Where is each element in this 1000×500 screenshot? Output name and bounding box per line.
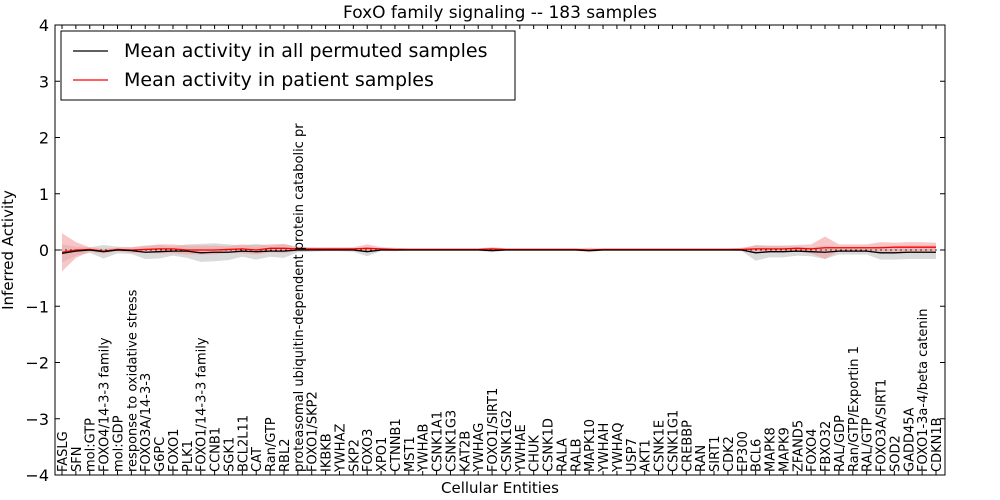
category-label: CCNB1 xyxy=(209,427,224,472)
legend-entry-permuted: Mean activity in all permuted samples xyxy=(124,40,487,62)
category-label: YWHAQ xyxy=(611,423,626,473)
legend: Mean activity in all permuted samples Me… xyxy=(60,30,516,101)
y-tick-label: 3 xyxy=(39,72,49,91)
category-label: SGK1 xyxy=(222,437,237,472)
category-label: SKP2 xyxy=(347,439,362,472)
category-label: MST1 xyxy=(403,436,418,472)
category-label: CSNK1A1 xyxy=(431,411,446,472)
category-label: CSNK1E xyxy=(653,420,668,472)
category-label: mol:GDP xyxy=(111,415,126,472)
category-label: response to oxidative stress xyxy=(125,289,140,472)
category-label: CDK2 xyxy=(722,436,737,472)
chart-title: FoxO family signaling -- 183 samples xyxy=(343,3,657,23)
y-tick-label: 2 xyxy=(39,129,49,148)
category-label: FOXO1/14-3-3 family xyxy=(195,337,210,472)
category-label: FOXO3A/SIRT1 xyxy=(875,379,890,472)
category-label: Ran/GTP xyxy=(264,417,279,472)
category-label: SOD2 xyxy=(888,435,903,472)
category-label: CSNK1G1 xyxy=(666,410,681,472)
category-label: MAPK10 xyxy=(583,419,598,472)
category-label: FOXO4/14-3-3 family xyxy=(98,337,113,472)
category-label: ZFAND5 xyxy=(791,420,806,472)
category-label: FBXO32 xyxy=(819,421,834,472)
category-label: G6PC xyxy=(153,437,168,472)
category-label: SIRT1 xyxy=(708,436,723,472)
category-label: YWHAG xyxy=(472,423,487,473)
plot-frame xyxy=(54,24,946,476)
y-tick-label: −2 xyxy=(25,354,49,373)
category-label: CDKN1B xyxy=(930,417,945,472)
y-axis-label: Inferred Activity xyxy=(0,190,17,310)
category-label: proteasomal ubiquitin-dependent protein … xyxy=(292,123,307,472)
category-label: RBL2 xyxy=(278,439,293,472)
category-label: YWHAE xyxy=(514,424,529,473)
category-label: SFN xyxy=(70,447,85,472)
category-label: EP300 xyxy=(736,431,751,472)
y-tick-label: 4 xyxy=(39,16,49,35)
category-label: CAT xyxy=(250,447,265,472)
category-label: RAL/GDP xyxy=(833,415,848,472)
line-series-0 xyxy=(61,249,936,255)
category-label: CSNK1G3 xyxy=(444,410,459,472)
category-label: AKT1 xyxy=(639,439,654,472)
category-label: CSNK1G2 xyxy=(500,410,515,472)
category-label: YWHAZ xyxy=(333,424,348,473)
line-series-1 xyxy=(61,246,936,253)
category-label: FOXO4 xyxy=(805,429,820,472)
category-label: CTNNB1 xyxy=(389,418,404,472)
category-label: KAT2B xyxy=(458,431,473,472)
category-label: RAL/GTP xyxy=(861,417,876,472)
category-label: FOXO1 xyxy=(167,429,182,472)
category-label: FOXO1-3a-4/beta catenin xyxy=(916,309,931,472)
category-label: FOXO1/SKP2 xyxy=(306,391,321,472)
y-tick-label: −1 xyxy=(25,297,49,316)
category-label: RAN xyxy=(694,445,709,472)
category-label: MAPK8 xyxy=(764,427,779,472)
y-tick-label: −3 xyxy=(25,410,49,429)
category-label: Ran/GTP/Exportin 1 xyxy=(847,346,862,472)
category-label: IKBKB xyxy=(320,433,335,472)
category-label: FASLG xyxy=(56,431,71,472)
legend-entry-patient: Mean activity in patient samples xyxy=(124,69,434,91)
category-label: MAPK9 xyxy=(777,427,792,472)
category-label: mol:GTP xyxy=(84,418,99,472)
y-tick-label: 0 xyxy=(39,241,49,260)
category-label: BCL2L11 xyxy=(236,415,251,472)
category-label: CHUK xyxy=(528,435,543,472)
category-label: FOXO1/SIRT1 xyxy=(486,388,501,472)
category-label: GADD45A xyxy=(902,407,917,472)
category-label: CREBBP xyxy=(680,420,695,472)
category-label: PLK1 xyxy=(181,440,196,472)
y-tick-label: −4 xyxy=(25,466,49,485)
category-label: CSNK1D xyxy=(542,418,557,472)
category-label: BCL6 xyxy=(750,439,765,472)
category-label: FOXO3 xyxy=(361,429,376,472)
legend-box xyxy=(60,30,516,101)
x-axis-label: Cellular Entities xyxy=(441,479,559,497)
y-tick-label: 1 xyxy=(39,185,49,204)
category-label: FOXO3A/14-3-3 xyxy=(139,373,154,472)
category-label: RALA xyxy=(555,438,570,472)
category-label: USP7 xyxy=(625,438,640,472)
category-label: YWHAH xyxy=(597,423,612,473)
category-label: XPO1 xyxy=(375,437,390,472)
category-label: YWHAB xyxy=(417,424,432,473)
category-label: RALB xyxy=(569,438,584,472)
